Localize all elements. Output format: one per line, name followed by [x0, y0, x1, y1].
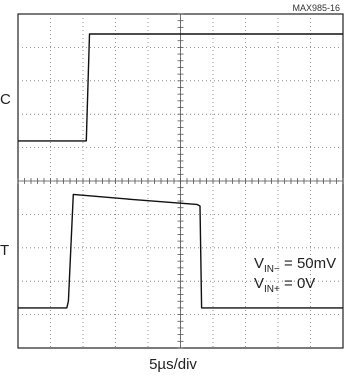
annotation-vin-plus: VIN+ = 0V [254, 275, 315, 295]
annotation-v1: V [254, 255, 264, 272]
grid [17, 13, 344, 349]
annotation-rest2: = 0V [280, 275, 315, 292]
traces [18, 33, 343, 309]
annotation-sub2: IN+ [264, 284, 280, 295]
time-per-division-label: 5µs/div [149, 356, 197, 373]
annotation-v2: V [254, 275, 264, 292]
annotation-vin-minus: VIN− = 50mV [254, 255, 336, 275]
figure-id: MAX985-16 [292, 3, 340, 13]
channel-label-t: T [0, 242, 10, 259]
trace-line-2 [18, 193, 343, 309]
channel-label-c: C [0, 91, 11, 108]
annotation-block: VIN− = 50mV VIN+ = 0V [254, 255, 336, 295]
annotation-rest1: = 50mV [280, 255, 336, 272]
annotation-sub1: IN− [264, 264, 280, 275]
trace-line-1 [18, 33, 343, 142]
